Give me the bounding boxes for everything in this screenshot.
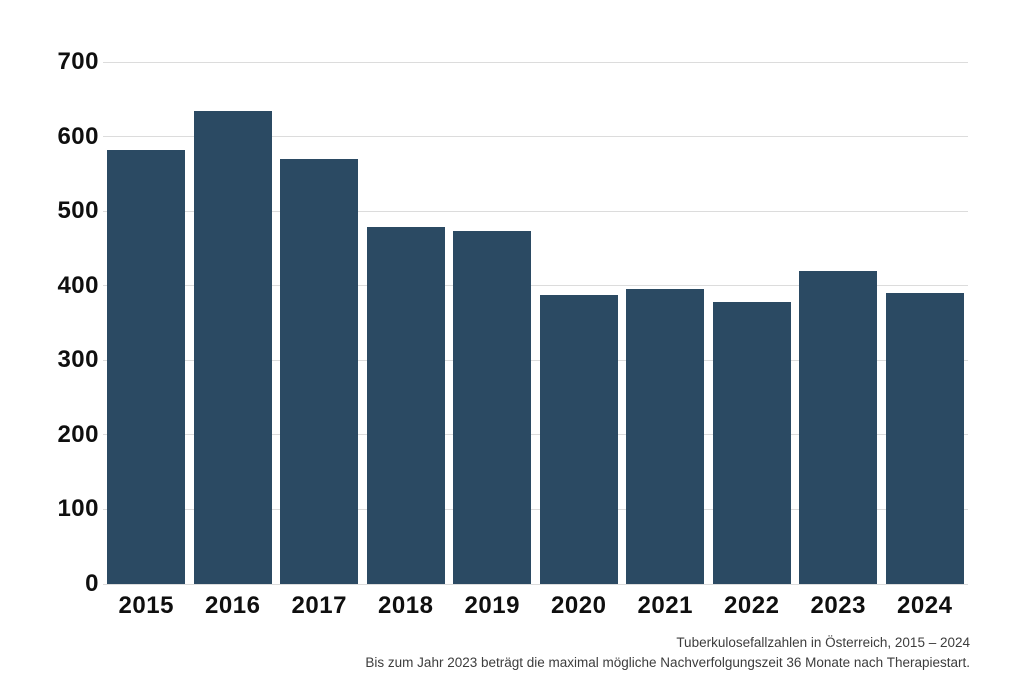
bar-2018: [366, 226, 445, 584]
y-tick-label-400: 400: [57, 271, 99, 299]
x-tick-label-2024: 2024: [897, 592, 953, 619]
x-tick-label-2018: 2018: [378, 592, 434, 619]
bar-2020: [539, 295, 618, 584]
gridline-700: [103, 61, 968, 63]
gridline-0: [103, 583, 968, 585]
x-tick-label-2022: 2022: [724, 592, 780, 619]
y-tick-label-0: 0: [85, 570, 99, 597]
x-tick-label-2021: 2021: [637, 592, 693, 619]
y-tick-label-500: 500: [57, 197, 99, 225]
y-tick-label-100: 100: [57, 495, 99, 523]
y-tick-label-600: 600: [57, 122, 99, 150]
bar-2022: [712, 302, 791, 584]
x-axis: 2015 2016 2017 2018 2019 2020 2021 2022 2023 2024: [103, 592, 968, 622]
gridline-100: [103, 508, 968, 510]
bar-2023: [799, 270, 878, 584]
gridline-200: [103, 434, 968, 436]
x-tick-label-2017: 2017: [291, 592, 347, 619]
bar-2016: [193, 111, 272, 584]
x-tick-label-2023: 2023: [810, 592, 866, 619]
gridline-300: [103, 359, 968, 361]
y-tick-label-300: 300: [57, 346, 99, 374]
bar-2024: [885, 293, 964, 584]
gridline-400: [103, 285, 968, 287]
x-tick-label-2019: 2019: [464, 592, 520, 619]
caption: Tuberkulosefallzahlen in Österreich, 201…: [365, 633, 970, 673]
bar-2017: [280, 158, 359, 584]
y-tick-label-700: 700: [57, 48, 99, 75]
bar-2015: [107, 150, 186, 584]
bar-2019: [453, 231, 532, 584]
gridline-500: [103, 210, 968, 212]
x-tick-label-2020: 2020: [551, 592, 607, 619]
gridline-600: [103, 136, 968, 138]
caption-title: Tuberkulosefallzahlen in Österreich, 201…: [676, 635, 970, 650]
x-tick-label-2015: 2015: [118, 592, 174, 619]
caption-subtitle: Bis zum Jahr 2023 beträgt die maximal mö…: [365, 655, 970, 670]
y-tick-label-200: 200: [57, 420, 99, 448]
x-tick-label-2016: 2016: [205, 592, 261, 619]
bar-2021: [626, 289, 705, 584]
plot-area: [103, 61, 968, 585]
